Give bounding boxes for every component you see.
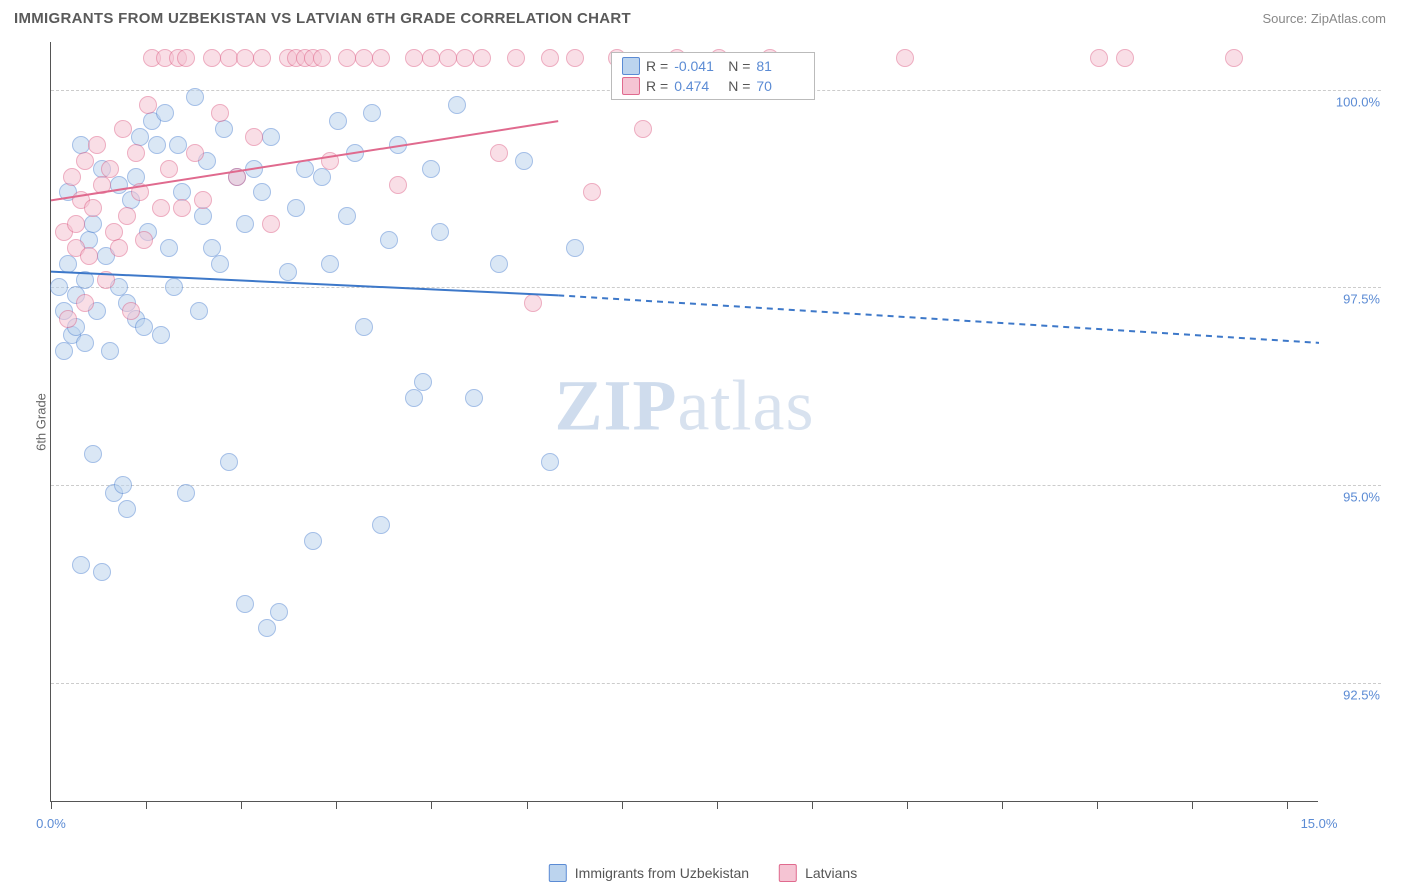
x-tick [431,801,432,809]
chart-area: 6th Grade ZIPatlas 92.5%95.0%97.5%100.0%… [50,42,1380,802]
x-tick [717,801,718,809]
legend-label: Latvians [805,865,857,881]
x-tick-label-max: 15.0% [1301,816,1338,831]
stats-r-value: 0.474 [674,78,722,94]
legend-label: Immigrants from Uzbekistan [575,865,749,881]
x-tick [336,801,337,809]
stats-r-value: -0.041 [674,58,722,74]
x-tick [1097,801,1098,809]
x-tick [527,801,528,809]
scatter-plot: ZIPatlas 92.5%95.0%97.5%100.0%0.0%15.0%R… [50,42,1318,802]
x-tick [1287,801,1288,809]
legend-swatch [779,864,797,882]
legend-item: Immigrants from Uzbekistan [549,864,749,882]
stats-r-label: R = [646,78,668,94]
legend-swatch [622,57,640,75]
y-tick-label: 95.0% [1325,490,1380,505]
stats-n-label: N = [728,78,750,94]
stats-n-label: N = [728,58,750,74]
legend-swatch [622,77,640,95]
y-tick-label: 97.5% [1325,292,1380,307]
y-tick-label: 92.5% [1325,688,1380,703]
x-tick [241,801,242,809]
stats-n-value: 70 [756,78,804,94]
stats-row: R = -0.041 N = 81 [622,57,804,75]
x-tick [1192,801,1193,809]
chart-title: IMMIGRANTS FROM UZBEKISTAN VS LATVIAN 6T… [14,10,631,27]
x-tick-label-min: 0.0% [36,816,66,831]
x-tick [907,801,908,809]
chart-source: Source: ZipAtlas.com [1262,11,1386,26]
stats-r-label: R = [646,58,668,74]
y-tick-label: 100.0% [1325,94,1380,109]
y-axis-label: 6th Grade [33,393,48,451]
legend-item: Latvians [779,864,857,882]
chart-header: IMMIGRANTS FROM UZBEKISTAN VS LATVIAN 6T… [0,0,1406,35]
x-tick [146,801,147,809]
bottom-legend: Immigrants from Uzbekistan Latvians [549,864,857,882]
stats-box: R = -0.041 N = 81 R = 0.474 N = 70 [611,52,815,100]
trend-lines [51,42,1319,802]
x-tick [51,801,52,809]
legend-swatch [549,864,567,882]
stats-row: R = 0.474 N = 70 [622,77,804,95]
stats-n-value: 81 [756,58,804,74]
x-tick [1002,801,1003,809]
x-tick [812,801,813,809]
x-tick [622,801,623,809]
